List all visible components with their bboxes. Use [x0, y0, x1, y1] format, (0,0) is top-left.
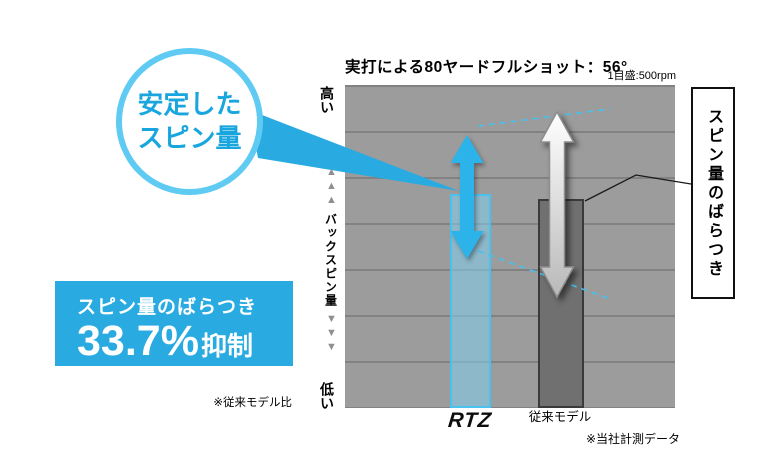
- chart-title: 実打による80ヤードフルショット：56°: [345, 59, 628, 76]
- label-conventional-model: 従来モデル: [528, 410, 592, 424]
- axis-label-backspin: バックスピン量: [323, 213, 338, 308]
- chart-plot-area: [345, 85, 675, 408]
- stat-box-value-row: 33.7% 抑制: [77, 317, 293, 365]
- right-callout-label: スピン量のばらつき: [705, 107, 722, 279]
- axis-down-arrows: ▼▼▼: [325, 312, 338, 355]
- stat-box-label: スピン量のばらつき: [77, 297, 258, 318]
- rtz-logo: RTZ: [447, 409, 493, 432]
- source-note: ※当社計測データ: [585, 432, 680, 446]
- axis-up-arrows: ▲▲▲: [325, 166, 338, 208]
- axis-label-high: 高い: [319, 86, 335, 114]
- bar-conventional: [538, 199, 584, 408]
- stat-box: スピン量のばらつき 33.7% 抑制: [55, 281, 293, 366]
- stable-spin-bubble: 安定した スピン量: [116, 48, 263, 195]
- stat-box-suffix: 抑制: [200, 331, 253, 361]
- axis-backspin-group: ▲▲▲ バックスピン量 ▼▼▼: [321, 166, 341, 355]
- axis-label-low: 低い: [319, 382, 335, 410]
- bar-rtz: [450, 194, 491, 408]
- stat-note: ※従来モデル比: [213, 397, 292, 409]
- bubble-line-2: スピン量: [137, 122, 242, 153]
- right-callout-box: スピン量のばらつき: [691, 87, 735, 299]
- scale-note: 1目盛:500rpm: [607, 70, 676, 82]
- stat-box-value: 33.7%: [77, 317, 199, 365]
- bubble-line-1: 安定した: [137, 88, 242, 119]
